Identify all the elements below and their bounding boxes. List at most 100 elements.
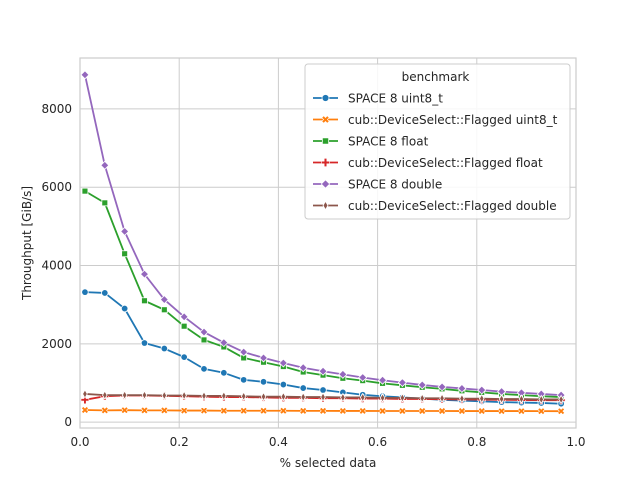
data-point bbox=[102, 390, 108, 400]
data-point bbox=[537, 407, 546, 416]
data-point bbox=[417, 380, 427, 390]
data-point bbox=[278, 358, 288, 368]
data-point bbox=[219, 338, 229, 348]
x-tick-label: 0.8 bbox=[467, 435, 486, 449]
data-point bbox=[321, 94, 330, 102]
data-point bbox=[180, 353, 188, 361]
data-point bbox=[81, 406, 89, 414]
data-point bbox=[181, 390, 187, 401]
data-point bbox=[201, 391, 207, 401]
data-point bbox=[239, 347, 249, 357]
data-point bbox=[518, 394, 525, 404]
data-point bbox=[438, 407, 446, 415]
plot-frame bbox=[79, 57, 577, 429]
data-point bbox=[81, 187, 89, 195]
data-point bbox=[140, 406, 149, 415]
data-point bbox=[161, 390, 168, 401]
y-tick-label: 4000 bbox=[41, 259, 72, 273]
y-tick-label: 8000 bbox=[41, 102, 72, 116]
legend-box bbox=[304, 63, 571, 220]
data-point bbox=[358, 372, 368, 383]
data-point bbox=[101, 289, 109, 297]
data-point bbox=[498, 394, 505, 404]
data-point bbox=[280, 391, 287, 402]
data-point bbox=[180, 406, 189, 415]
data-point bbox=[259, 378, 268, 386]
data-point bbox=[419, 393, 426, 403]
data-point bbox=[359, 392, 366, 403]
series bbox=[80, 70, 566, 400]
data-point bbox=[200, 336, 208, 344]
data-point bbox=[318, 366, 328, 376]
legend-label: cub::DeviceSelect::Flagged double bbox=[348, 199, 557, 213]
data-point bbox=[141, 390, 148, 400]
data-point bbox=[100, 406, 109, 415]
data-point bbox=[538, 394, 545, 405]
data-point bbox=[320, 158, 331, 167]
data-point bbox=[239, 406, 248, 415]
data-point bbox=[557, 407, 565, 416]
legend-label: SPACE 8 double bbox=[348, 178, 442, 192]
series bbox=[82, 389, 564, 405]
legend-entry: cub::DeviceSelect::Flagged float bbox=[313, 156, 543, 170]
data-point bbox=[320, 392, 326, 402]
data-point bbox=[558, 394, 564, 405]
data-point bbox=[200, 406, 208, 415]
x-tick-label: 0.2 bbox=[170, 435, 189, 449]
data-point bbox=[121, 390, 128, 400]
data-point bbox=[321, 115, 330, 124]
data-point bbox=[101, 199, 109, 207]
data-point bbox=[458, 407, 466, 415]
data-point bbox=[200, 365, 208, 373]
data-point bbox=[478, 393, 485, 404]
series bbox=[81, 406, 565, 416]
data-point bbox=[221, 391, 227, 401]
x-tick-label: 0.0 bbox=[70, 435, 89, 449]
data-point bbox=[81, 288, 89, 296]
data-point bbox=[159, 295, 169, 305]
data-point bbox=[299, 384, 307, 392]
axes: 0.0 0.2 0.4 0.6 0.8 1.0 0 2000 4000 6000 8000 bbox=[41, 57, 586, 449]
data-point bbox=[180, 322, 188, 330]
legend-entry: SPACE 8 uint8_t bbox=[313, 92, 443, 106]
data-point bbox=[120, 226, 130, 236]
data-point bbox=[378, 407, 387, 415]
data-point bbox=[121, 250, 129, 258]
data-point bbox=[338, 369, 348, 379]
legend-entry: SPACE 8 double bbox=[313, 178, 442, 192]
data-point bbox=[259, 406, 268, 415]
data-point bbox=[398, 407, 407, 415]
data-point bbox=[397, 378, 407, 388]
legend-label: cub::DeviceSelect::Flagged float bbox=[348, 156, 543, 170]
data-point bbox=[139, 269, 150, 279]
data-point bbox=[300, 392, 306, 402]
data-point bbox=[320, 179, 331, 189]
data-point bbox=[340, 392, 346, 403]
y-tick-label: 2000 bbox=[41, 337, 72, 351]
legend-entry: SPACE 8 float bbox=[313, 135, 429, 149]
data-point bbox=[418, 407, 427, 415]
series-group bbox=[80, 70, 566, 416]
data-point bbox=[120, 406, 129, 415]
data-point bbox=[140, 339, 149, 347]
data-point bbox=[220, 369, 228, 377]
data-point bbox=[179, 312, 189, 322]
data-point bbox=[239, 376, 248, 384]
data-point bbox=[358, 407, 367, 415]
legend-label: SPACE 8 uint8_t bbox=[348, 92, 443, 106]
data-point bbox=[199, 327, 209, 337]
data-point bbox=[120, 304, 129, 313]
data-point bbox=[219, 406, 228, 415]
legend-label: SPACE 8 float bbox=[348, 135, 429, 149]
data-point bbox=[517, 407, 526, 415]
legend-label: cub::DeviceSelect::Flagged uint8_t bbox=[348, 113, 558, 127]
data-point bbox=[160, 306, 168, 314]
data-point bbox=[319, 406, 327, 415]
data-point bbox=[321, 137, 330, 145]
x-tick-label: 0.4 bbox=[269, 435, 288, 449]
y-tick-label: 0 bbox=[64, 415, 72, 429]
data-point bbox=[160, 406, 169, 415]
data-point bbox=[299, 406, 308, 415]
